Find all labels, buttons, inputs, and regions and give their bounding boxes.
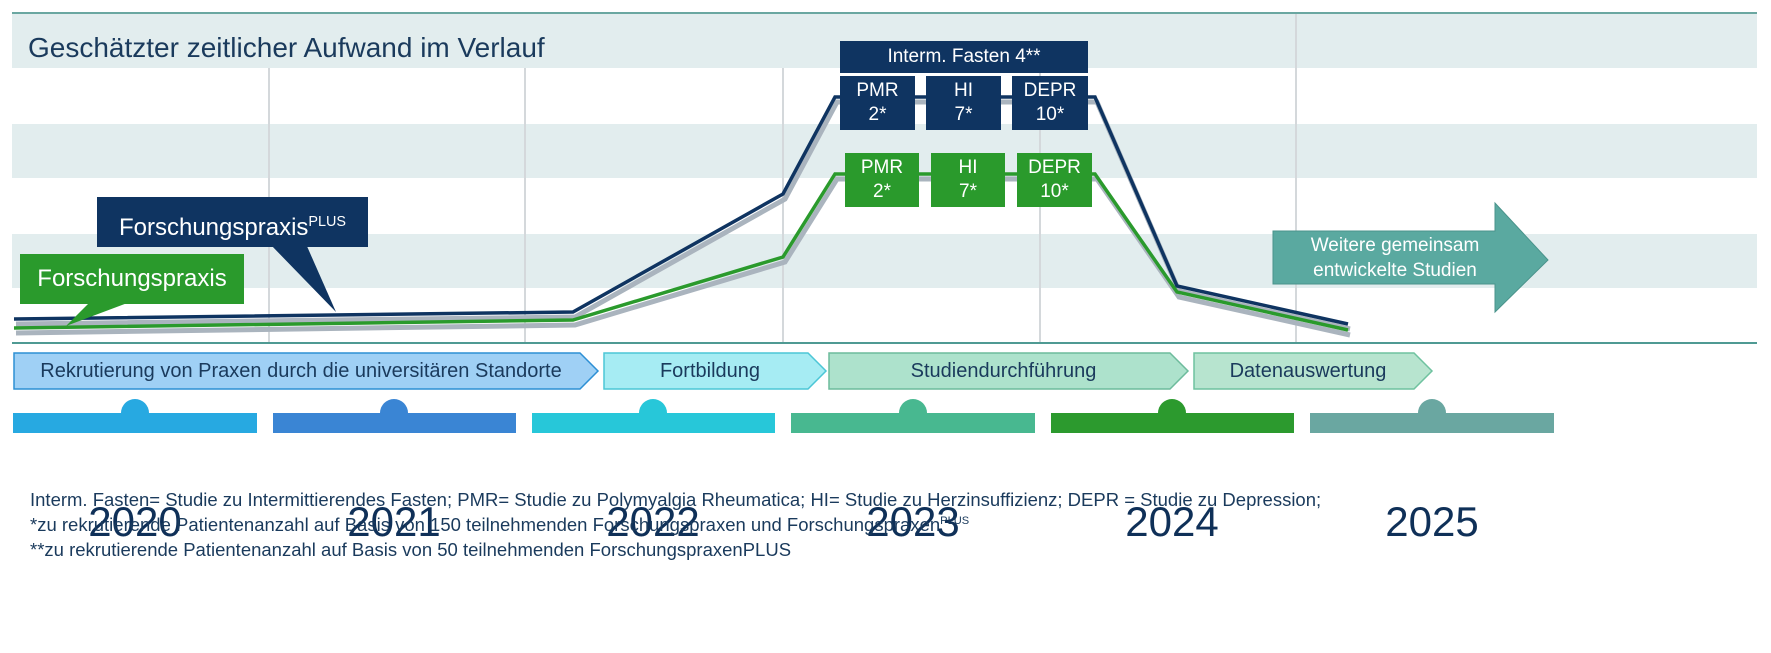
study-name: DEPR: [1028, 157, 1081, 178]
further-studies-line1: Weitere gemeinsam: [1310, 235, 1480, 256]
study-name: HI: [958, 157, 978, 178]
standard-callout-pointer: [66, 302, 130, 326]
plus-study-depr: DEPR 10*: [1012, 76, 1088, 130]
plus-study-hi: HI 7*: [926, 76, 1001, 130]
year-label: 2020: [88, 498, 182, 545]
standard-study-pmr: PMR 2*: [845, 153, 919, 207]
forschungspraxis-line: [13, 172, 1349, 332]
further-studies-label: Weitere gemeinsam entwickelte Studien: [1282, 233, 1508, 285]
footnote-superscript: PLUS: [940, 514, 970, 527]
study-name: PMR: [856, 80, 899, 101]
further-studies-line2: entwickelte Studien: [1313, 260, 1477, 281]
phase-analysis-shape: [1193, 352, 1434, 390]
plus-study-pmr: PMR 2*: [840, 76, 915, 130]
year-label: 2024: [1125, 498, 1219, 545]
diagram-title: Geschätzter zeitlicher Aufwand im Verlau…: [28, 32, 545, 63]
phase-training: Fortbildung: [659, 360, 761, 382]
footnote-single-asterisk-text: *zu rekrutierende Patientenanzahl auf Ba…: [30, 514, 941, 535]
year-bars: [13, 399, 1554, 433]
study-name: DEPR: [1023, 80, 1077, 101]
phase-training-shape: [603, 352, 828, 390]
year-label: 2021: [347, 498, 441, 545]
standard-study-depr: DEPR 10*: [1017, 153, 1092, 207]
study-count: 7*: [954, 103, 973, 125]
plus-callout-pointer: [270, 244, 336, 312]
study-count: 10*: [1040, 180, 1069, 202]
footnote-single-asterisk: *zu rekrutierende Patientenanzahl auf Ba…: [30, 514, 969, 536]
year-label: 2022: [606, 498, 700, 545]
phase-conduct-shape: [828, 352, 1190, 390]
study-name: HI: [954, 80, 973, 101]
study-count: 2*: [873, 180, 891, 202]
plus-label-text: Forschungspraxis: [118, 214, 309, 241]
study-name: PMR: [860, 157, 904, 178]
phase-conduct: Studiendurchführung: [910, 360, 1097, 382]
study-count: 2*: [868, 103, 887, 125]
further-studies-arrow: [1272, 201, 1549, 314]
year-label: 2023: [866, 498, 960, 545]
standard-study-hi: HI 7*: [931, 153, 1005, 207]
phase-analysis: Datenauswertung: [1229, 360, 1387, 382]
standard-line-shadow: [15, 176, 1351, 338]
study-count: 7*: [959, 180, 977, 202]
phase-recruitment: Rekrutierung von Praxen durch die univer…: [40, 360, 562, 382]
forschungspraxis-plus-label: ForschungspraxisPLUS: [97, 197, 368, 247]
plus-label-superscript: PLUS: [308, 214, 346, 230]
phase-recruitment-shape: [13, 352, 600, 390]
forschungspraxis-plus-line: [13, 95, 1349, 326]
intermittent-fasting-header: Interm. Fasten 4**: [840, 41, 1088, 73]
footnote-double-asterisk: **zu rekrutierende Patientenanzahl auf B…: [30, 539, 792, 560]
footnote-abbreviations: Interm. Fasten= Studie zu Intermittieren…: [30, 489, 1322, 510]
forschungspraxis-label: Forschungspraxis: [20, 254, 244, 304]
year-label: 2025: [1385, 498, 1479, 545]
study-count: 10*: [1035, 103, 1065, 125]
